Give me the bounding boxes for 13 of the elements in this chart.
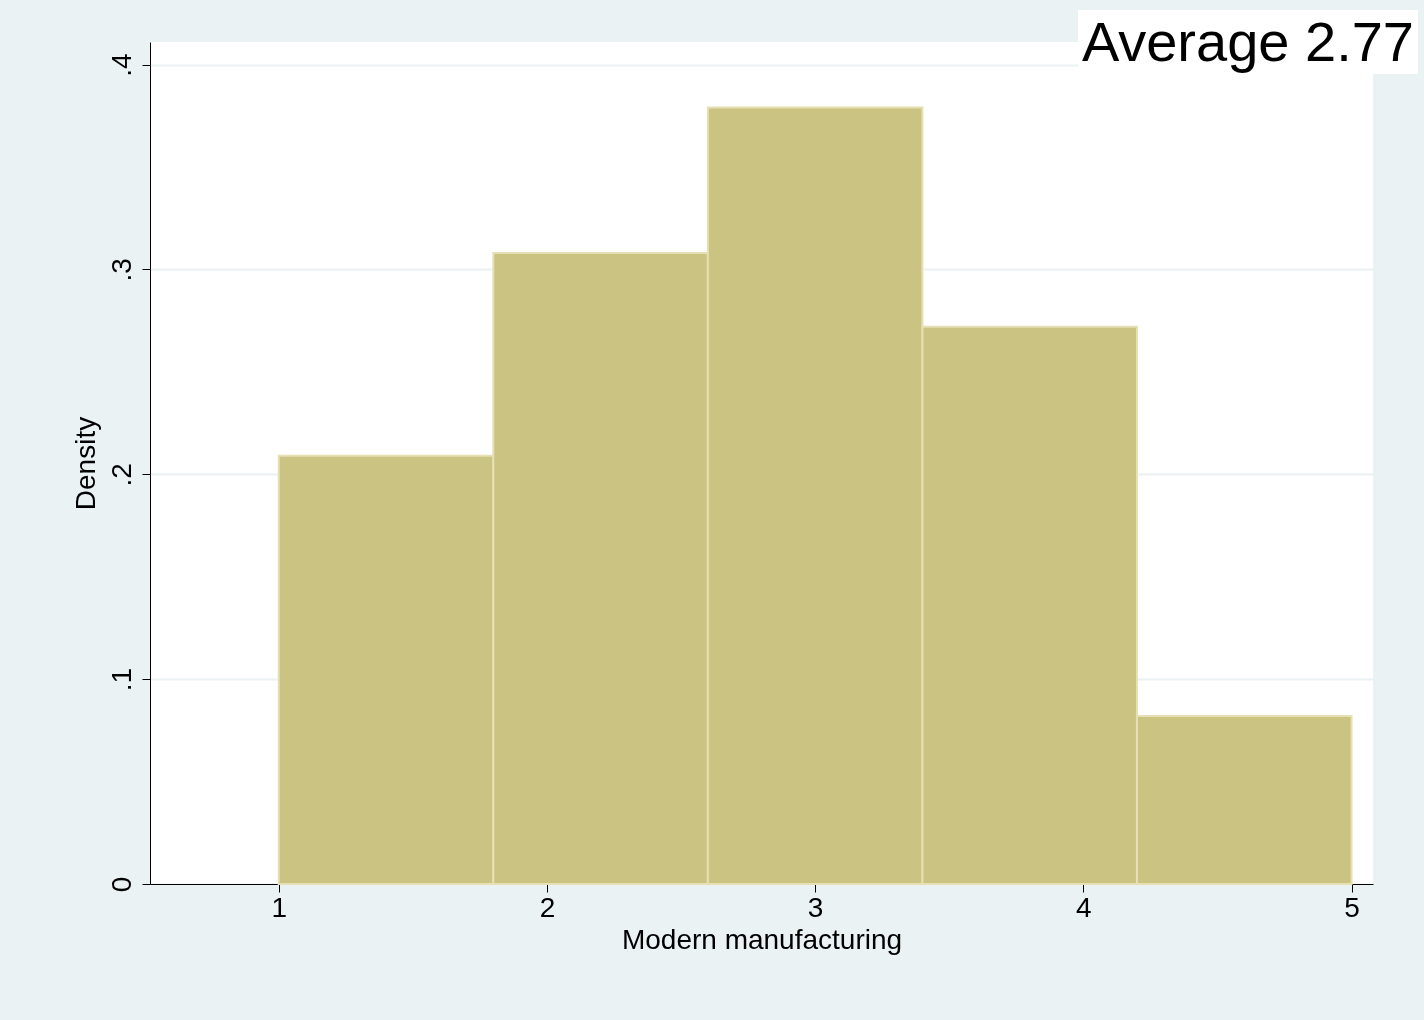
y-tick-label: 0 xyxy=(105,876,137,893)
y-tick-label: .3 xyxy=(105,258,137,282)
y-tick-label: .1 xyxy=(105,667,137,692)
x-tick-label: 4 xyxy=(1076,891,1092,923)
y-axis-title: Density xyxy=(69,416,101,511)
x-tick-label: 1 xyxy=(271,891,288,923)
annotation: Average 2.77 xyxy=(1077,10,1418,74)
x-tick-label: 3 xyxy=(807,891,824,923)
x-tick-label: 5 xyxy=(1344,891,1360,923)
y-tick-label: .4 xyxy=(105,53,137,77)
y-tick-label: .2 xyxy=(105,463,137,487)
x-axis-title: Modern manufacturing xyxy=(621,923,903,955)
x-tick-label: 2 xyxy=(539,891,556,923)
